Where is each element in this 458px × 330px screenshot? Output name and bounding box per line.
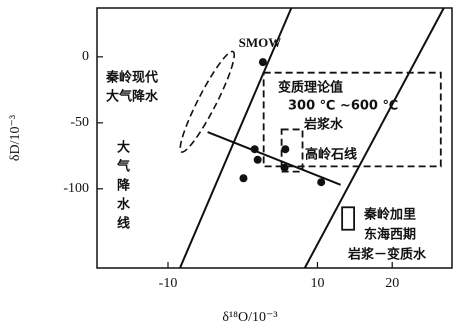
line-label: 大	[117, 140, 130, 156]
y-tick-label: -100	[63, 181, 89, 196]
line-label: 线	[117, 216, 130, 232]
point	[253, 155, 262, 164]
x-tick-label: -10	[159, 276, 178, 291]
line-2	[207, 131, 342, 186]
region-rect	[262, 71, 442, 168]
y-tick-label: -50	[70, 115, 89, 130]
line-0	[179, 7, 293, 269]
region-label: 秦岭现代	[105, 70, 158, 86]
y-tick-label: 0	[82, 49, 89, 64]
point	[258, 58, 267, 67]
y-axis-label: δD/10⁻³	[8, 115, 23, 161]
line-1	[303, 7, 445, 269]
x-tick-label: 10	[310, 276, 324, 291]
point	[250, 145, 259, 154]
x-axis-label: δ¹⁸O/10⁻³	[222, 310, 277, 325]
line-label: 降	[117, 178, 131, 194]
x-tick-label: 20	[385, 276, 399, 291]
region-label: 大气降水	[106, 89, 159, 105]
line-label: 气	[117, 159, 130, 175]
line-label: 水	[117, 197, 131, 213]
point	[317, 178, 326, 187]
point	[281, 145, 290, 154]
region-label: 300 ℃ ~600 ℃	[288, 99, 398, 114]
region-label: 秦岭加里	[363, 207, 416, 223]
point-label: SMOW	[239, 35, 282, 50]
region-label: 岩浆水	[303, 117, 344, 133]
region-label: 东海西期	[364, 227, 416, 243]
plot-frame	[96, 7, 453, 269]
line-label: 高岭石线	[305, 147, 357, 163]
region-ellipse	[179, 50, 236, 153]
region-label: 岩浆－变质水	[347, 247, 427, 263]
region-label: 变质理论值	[278, 80, 343, 96]
point	[239, 174, 248, 183]
region-rect	[341, 206, 355, 231]
point	[280, 163, 289, 172]
